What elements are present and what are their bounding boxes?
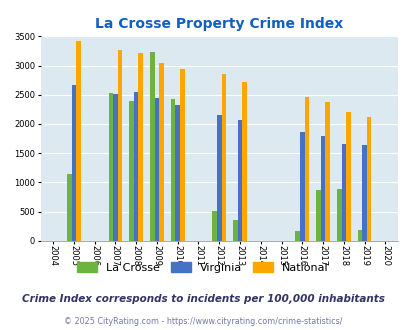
Bar <box>150 52 154 241</box>
Bar <box>320 136 324 241</box>
Bar <box>304 96 309 241</box>
Bar <box>138 53 143 241</box>
Bar <box>129 101 134 241</box>
Bar <box>366 117 371 241</box>
Bar <box>362 145 366 241</box>
Title: La Crosse Property Crime Index: La Crosse Property Crime Index <box>95 17 343 31</box>
Bar <box>232 220 237 241</box>
Bar <box>242 82 246 241</box>
Bar <box>113 94 117 241</box>
Bar <box>159 63 163 241</box>
Bar <box>324 102 329 241</box>
Text: Crime Index corresponds to incidents per 100,000 inhabitants: Crime Index corresponds to incidents per… <box>21 294 384 304</box>
Bar <box>134 92 138 241</box>
Bar <box>345 112 350 241</box>
Bar <box>299 132 304 241</box>
Bar <box>336 189 341 241</box>
Bar <box>357 230 362 241</box>
Bar <box>295 231 299 241</box>
Bar <box>175 105 179 241</box>
Bar <box>216 115 221 241</box>
Bar <box>315 190 320 241</box>
Bar <box>341 144 345 241</box>
Bar <box>179 69 184 241</box>
Bar <box>117 50 122 241</box>
Legend: La Crosse, Virginia, National: La Crosse, Virginia, National <box>72 258 333 278</box>
Bar <box>154 98 159 241</box>
Bar <box>67 174 71 241</box>
Bar <box>212 211 216 241</box>
Bar <box>76 41 81 241</box>
Text: © 2025 CityRating.com - https://www.cityrating.com/crime-statistics/: © 2025 CityRating.com - https://www.city… <box>64 317 341 326</box>
Bar <box>71 85 76 241</box>
Bar <box>237 119 242 241</box>
Bar <box>171 99 175 241</box>
Bar <box>221 74 226 241</box>
Bar <box>108 93 113 241</box>
